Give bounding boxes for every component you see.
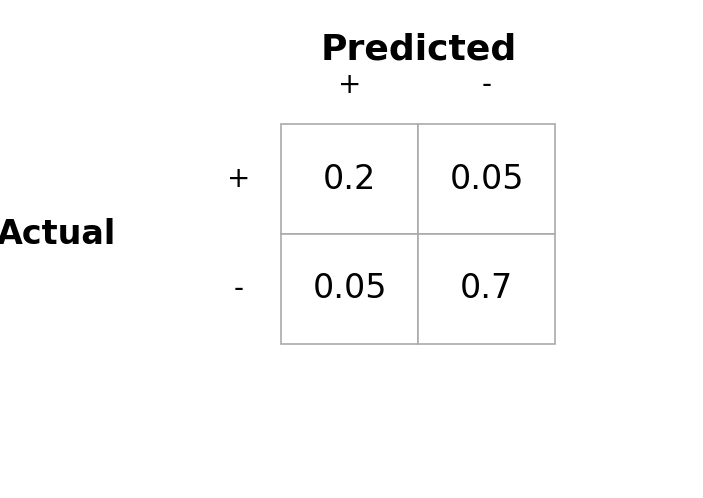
Text: +: +: [227, 165, 251, 193]
Text: -: -: [482, 71, 492, 99]
Text: 0.7: 0.7: [460, 272, 513, 305]
Text: 0.2: 0.2: [323, 163, 376, 196]
Bar: [418, 234, 555, 344]
Bar: [281, 234, 418, 344]
Text: Actual: Actual: [0, 218, 116, 250]
Bar: [281, 124, 418, 234]
Bar: [418, 124, 555, 234]
Text: -: -: [234, 275, 244, 303]
Text: 0.05: 0.05: [450, 163, 524, 196]
Text: +: +: [338, 71, 361, 99]
Text: Predicted: Predicted: [320, 33, 517, 67]
Text: 0.05: 0.05: [313, 272, 387, 305]
